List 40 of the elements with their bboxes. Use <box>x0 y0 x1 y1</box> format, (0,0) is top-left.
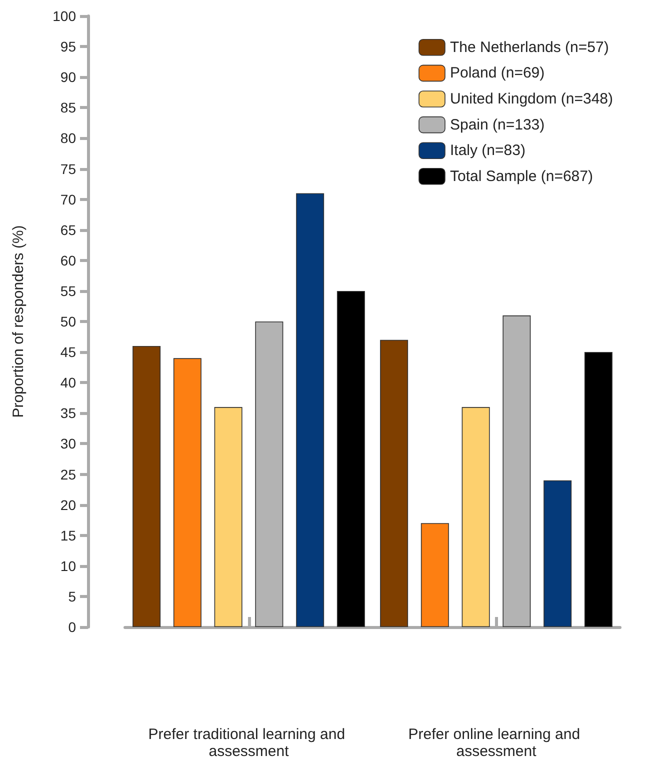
bar <box>132 346 161 627</box>
y-tick-label: 85 <box>60 100 76 116</box>
y-tick-label: 80 <box>60 130 76 146</box>
y-tick-label: 90 <box>60 69 76 86</box>
bar <box>544 480 572 627</box>
bar <box>336 290 365 627</box>
y-tick-label: 25 <box>60 466 76 482</box>
y-tick-label: 75 <box>60 160 76 177</box>
y-tick-label: 20 <box>60 496 76 513</box>
legend-label: Italy (n=83) <box>450 142 526 160</box>
bar <box>296 193 324 627</box>
y-tick-label: 5 <box>68 588 76 604</box>
legend-label: Poland (n=69) <box>450 64 545 82</box>
y-tick-label: 0 <box>68 619 76 635</box>
legend-label: Spain (n=133) <box>450 116 545 134</box>
y-tick-label: 30 <box>60 436 76 452</box>
bar <box>214 407 242 627</box>
y-tick-label: 70 <box>60 191 76 208</box>
y-tick-label: 50 <box>60 314 76 330</box>
y-tick-label: 55 <box>60 282 76 299</box>
y-tick-label: 60 <box>60 252 76 268</box>
y-tick-label: 35 <box>60 405 76 422</box>
legend-label: Total Sample (n=687) <box>450 168 593 185</box>
y-tick-label: 40 <box>60 374 76 391</box>
bar <box>584 352 612 627</box>
bar <box>173 358 202 627</box>
x-tick-label: Prefer online learning and assessment <box>408 726 584 760</box>
y-tick-label: 15 <box>60 527 76 544</box>
y-tick-label: 95 <box>60 38 76 55</box>
bar <box>462 407 490 627</box>
legend-label: United Kingdom (n=348) <box>450 90 614 108</box>
x-tick-label: Prefer traditional learning and assessment <box>148 726 350 760</box>
bar <box>420 523 449 627</box>
bar <box>380 340 408 627</box>
legend-label: The Netherlands (n=57) <box>450 38 609 56</box>
y-tick-label: 100 <box>52 8 76 24</box>
y-axis-title: Proportion of responders (%) <box>10 225 27 418</box>
y-tick-label: 65 <box>60 222 76 238</box>
y-tick-label: 10 <box>60 558 76 574</box>
y-tick-label: 45 <box>60 344 76 360</box>
